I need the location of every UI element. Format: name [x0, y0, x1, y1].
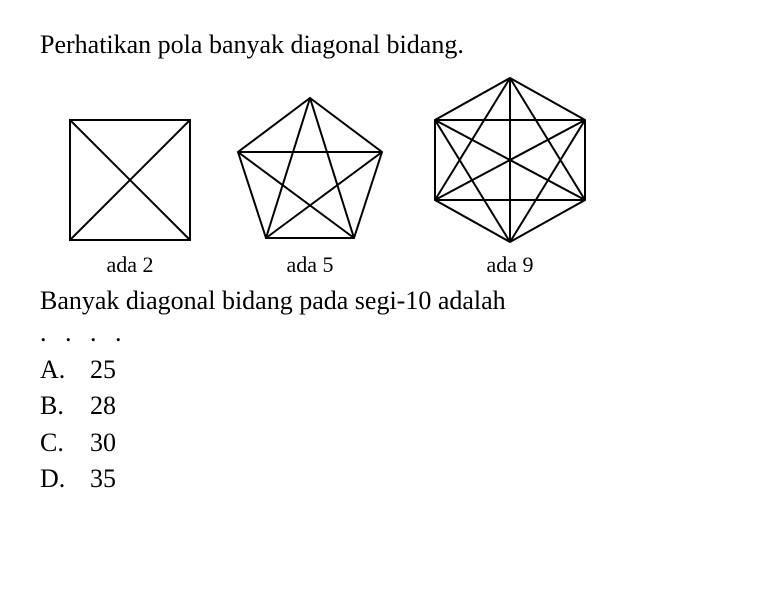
shapes-row: ada 2 ada 5 ada 9 [60, 70, 731, 278]
option-value: 28 [90, 388, 116, 424]
option-row: C. 30 [40, 425, 731, 461]
option-row: B. 28 [40, 388, 731, 424]
shape-square-block: ada 2 [60, 110, 200, 278]
option-value: 30 [90, 425, 116, 461]
shape-pentagon-block: ada 5 [230, 90, 390, 278]
option-value: 35 [90, 461, 116, 497]
pentagon-caption: ada 5 [286, 252, 333, 278]
hexagon-caption: ada 9 [486, 252, 533, 278]
option-letter: B. [40, 388, 90, 424]
question-text: Banyak diagonal bidang pada segi-10 adal… [40, 286, 731, 316]
title-text: Perhatikan pola banyak diagonal bidang. [40, 30, 731, 60]
option-value: 25 [90, 352, 116, 388]
option-row: A. 25 [40, 352, 731, 388]
shape-hexagon-block: ada 9 [420, 70, 600, 278]
options-list: A. 25 B. 28 C. 30 D. 35 [40, 352, 731, 498]
option-letter: C. [40, 425, 90, 461]
square-caption: ada 2 [106, 252, 153, 278]
option-letter: D. [40, 461, 90, 497]
square-diagram [60, 110, 200, 250]
ellipsis-text: . . . . [40, 318, 731, 348]
pentagon-diagram [230, 90, 390, 250]
option-letter: A. [40, 352, 90, 388]
option-row: D. 35 [40, 461, 731, 497]
hexagon-diagram [420, 70, 600, 250]
